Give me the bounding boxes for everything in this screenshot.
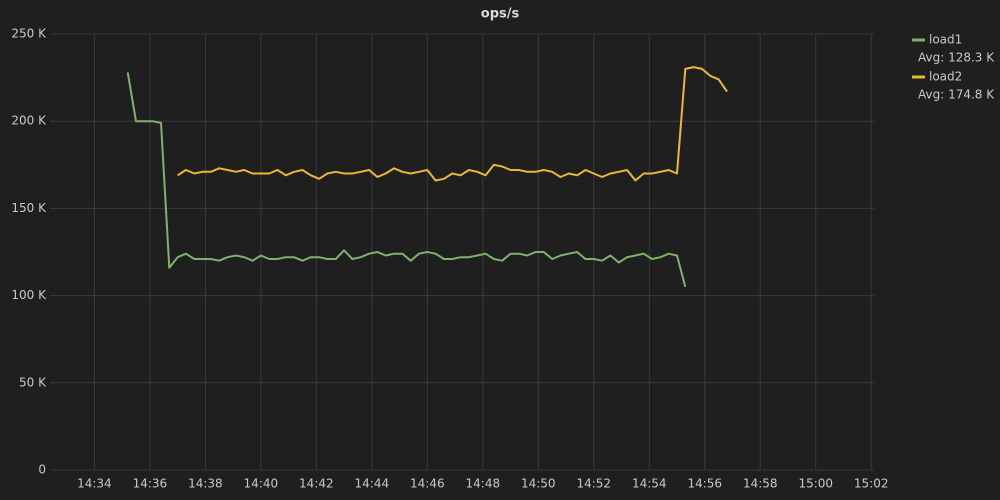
x-tick-label: 14:40 xyxy=(244,477,279,491)
x-tick-label: 14:46 xyxy=(410,477,445,491)
y-tick-label: 0 xyxy=(38,463,46,477)
legend-label: load2 xyxy=(929,70,962,84)
y-tick-label: 50 K xyxy=(19,375,47,389)
x-tick-label: 14:44 xyxy=(355,477,390,491)
chart-title: ops/s xyxy=(481,7,520,22)
x-tick-label: 14:38 xyxy=(188,477,223,491)
x-tick-label: 14:58 xyxy=(743,477,778,491)
y-tick-label: 200 K xyxy=(11,114,47,128)
series-line xyxy=(177,66,728,182)
x-tick-label: 14:52 xyxy=(576,477,611,491)
x-tick-label: 15:00 xyxy=(798,477,833,491)
legend-value: Avg: 174.8 K xyxy=(918,88,995,102)
x-tick-label: 14:48 xyxy=(466,477,501,491)
legend-value: Avg: 128.3 K xyxy=(918,51,995,65)
x-tick-label: 14:34 xyxy=(77,477,112,491)
x-tick-label: 14:36 xyxy=(133,477,168,491)
y-tick-label: 250 K xyxy=(11,27,47,41)
y-tick-label: 150 K xyxy=(11,201,47,215)
x-tick-label: 14:50 xyxy=(521,477,556,491)
x-tick-label: 14:54 xyxy=(632,477,667,491)
x-tick-label: 15:02 xyxy=(854,477,889,491)
x-tick-label: 14:56 xyxy=(687,477,722,491)
legend-label: load1 xyxy=(929,33,962,47)
series-line xyxy=(126,72,687,288)
y-tick-label: 100 K xyxy=(11,288,47,302)
x-tick-label: 14:42 xyxy=(299,477,334,491)
